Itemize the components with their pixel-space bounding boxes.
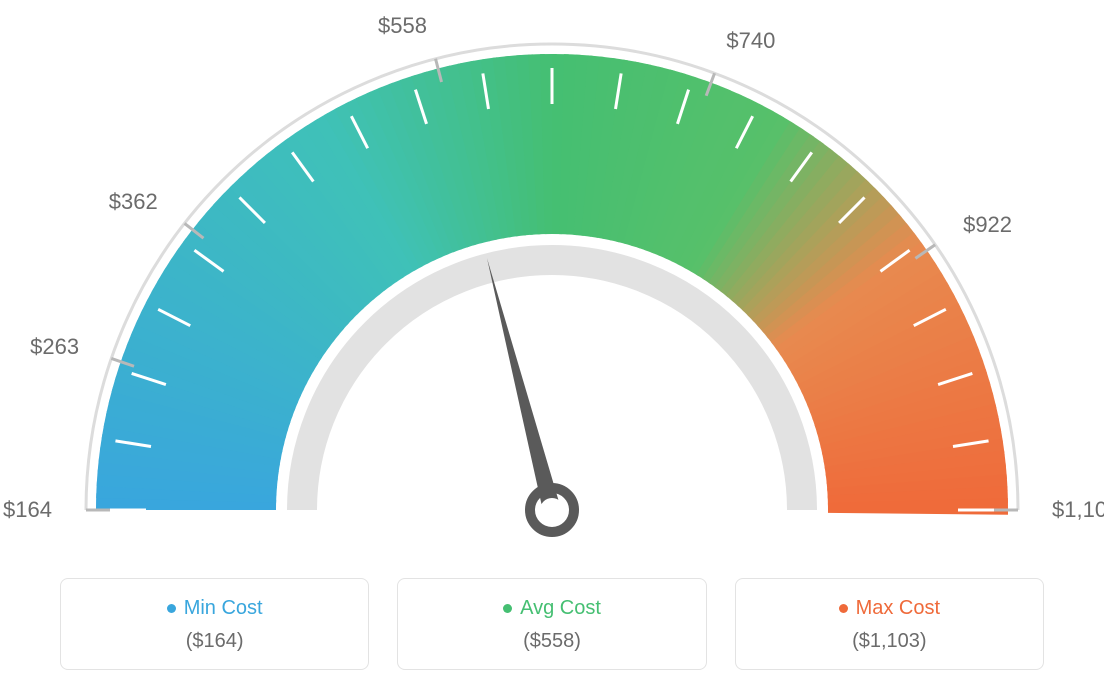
legend-max-title-row: Max Cost bbox=[839, 597, 940, 620]
legend-min-title: Min Cost bbox=[184, 597, 263, 620]
tick-label: $164 bbox=[3, 497, 52, 523]
gauge-svg bbox=[0, 0, 1104, 570]
legend-min-value: ($164) bbox=[71, 630, 358, 653]
tick-label: $922 bbox=[963, 212, 1012, 238]
dot-icon bbox=[503, 604, 512, 613]
legend-row: Min Cost ($164) Avg Cost ($558) Max Cost… bbox=[0, 578, 1104, 670]
legend-avg-value: ($558) bbox=[408, 630, 695, 653]
legend-min: Min Cost ($164) bbox=[60, 578, 369, 670]
legend-max: Max Cost ($1,103) bbox=[735, 578, 1044, 670]
gauge-chart-container: $164 $263 $362 $558 $740 $922 $1,103 Min Cost … bbox=[0, 0, 1104, 690]
legend-max-value: ($1,103) bbox=[746, 630, 1033, 653]
legend-avg: Avg Cost ($558) bbox=[397, 578, 706, 670]
dot-icon bbox=[839, 604, 848, 613]
gauge-area: $164 $263 $362 $558 $740 $922 $1,103 bbox=[0, 0, 1104, 570]
legend-max-title: Max Cost bbox=[856, 597, 940, 620]
tick-label: $263 bbox=[30, 334, 79, 360]
legend-avg-title: Avg Cost bbox=[520, 597, 601, 620]
tick-label: $740 bbox=[726, 28, 775, 54]
tick-label: $362 bbox=[109, 189, 158, 215]
tick-label: $558 bbox=[378, 13, 427, 39]
legend-avg-title-row: Avg Cost bbox=[503, 597, 601, 620]
legend-min-title-row: Min Cost bbox=[167, 597, 263, 620]
dot-icon bbox=[167, 604, 176, 613]
tick-label: $1,103 bbox=[1052, 497, 1104, 523]
